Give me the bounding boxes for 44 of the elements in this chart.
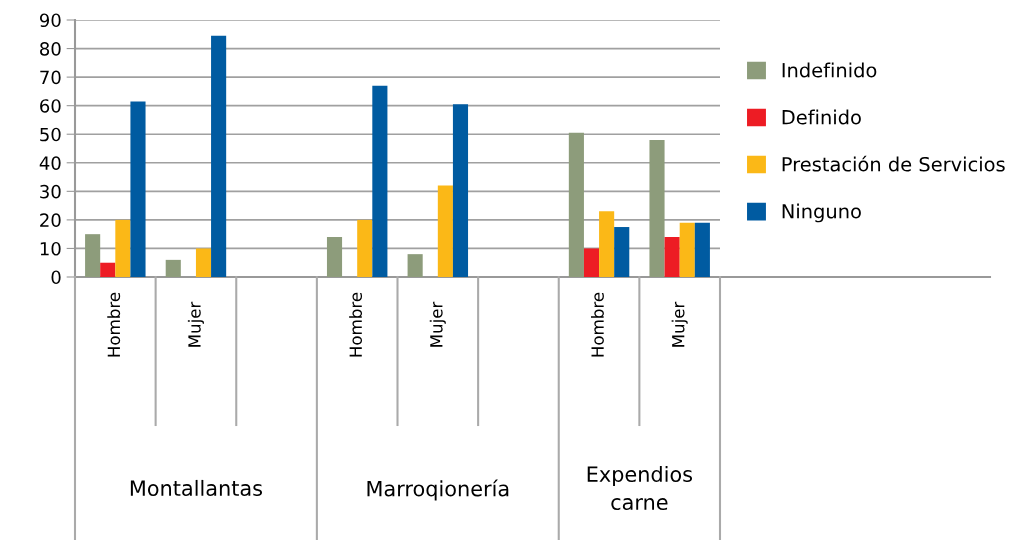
text: Expendios carne [587, 465, 693, 511]
text: Montallantas [130, 479, 263, 497]
bar [583, 248, 600, 277]
bar [452, 104, 469, 277]
bar [165, 259, 181, 277]
y-tick-label: 90 [39, 13, 61, 28]
y-tick-label: 0 [51, 270, 61, 285]
text: Marroqionería [367, 479, 509, 501]
x-tick-label: Mujer [429, 301, 446, 347]
x-tick-label: Mujer [187, 301, 204, 347]
bar [211, 35, 227, 277]
bar [568, 132, 584, 277]
y-tick-label: 40 [39, 156, 61, 170]
bar [679, 222, 695, 277]
bar [85, 234, 101, 277]
x-tick-label: Hombre [349, 292, 363, 357]
y-tick-label: 60 [40, 99, 61, 113]
bar [195, 248, 212, 277]
y-tick-label: 20 [40, 213, 61, 228]
y-tick-label: 80 [40, 42, 61, 56]
bar [437, 185, 453, 277]
bar [100, 262, 116, 277]
y-tick-label: 30 [40, 184, 61, 199]
y-tick-label: 70 [40, 70, 61, 85]
x-tick-label: Hombre [591, 292, 604, 357]
bar [649, 139, 665, 277]
legend-label: Prestación de Servicios [782, 155, 1005, 172]
bar [115, 219, 131, 277]
legend-label: Definido [782, 109, 861, 125]
y-tick-label: 50 [40, 127, 61, 142]
bar [694, 222, 710, 277]
y-tick-label: 10 [40, 241, 61, 256]
bar [130, 101, 146, 277]
legend-label: Ninguno [782, 203, 861, 223]
bar [407, 254, 423, 277]
bar [599, 211, 615, 277]
bar [372, 85, 388, 277]
x-tick-label: Mujer [671, 301, 688, 347]
bar [614, 227, 630, 277]
x-tick-label: Hombre [107, 292, 121, 357]
legend-label: Indefinido [782, 62, 877, 78]
bar [326, 237, 343, 277]
bar [664, 237, 680, 277]
bar [357, 219, 373, 277]
